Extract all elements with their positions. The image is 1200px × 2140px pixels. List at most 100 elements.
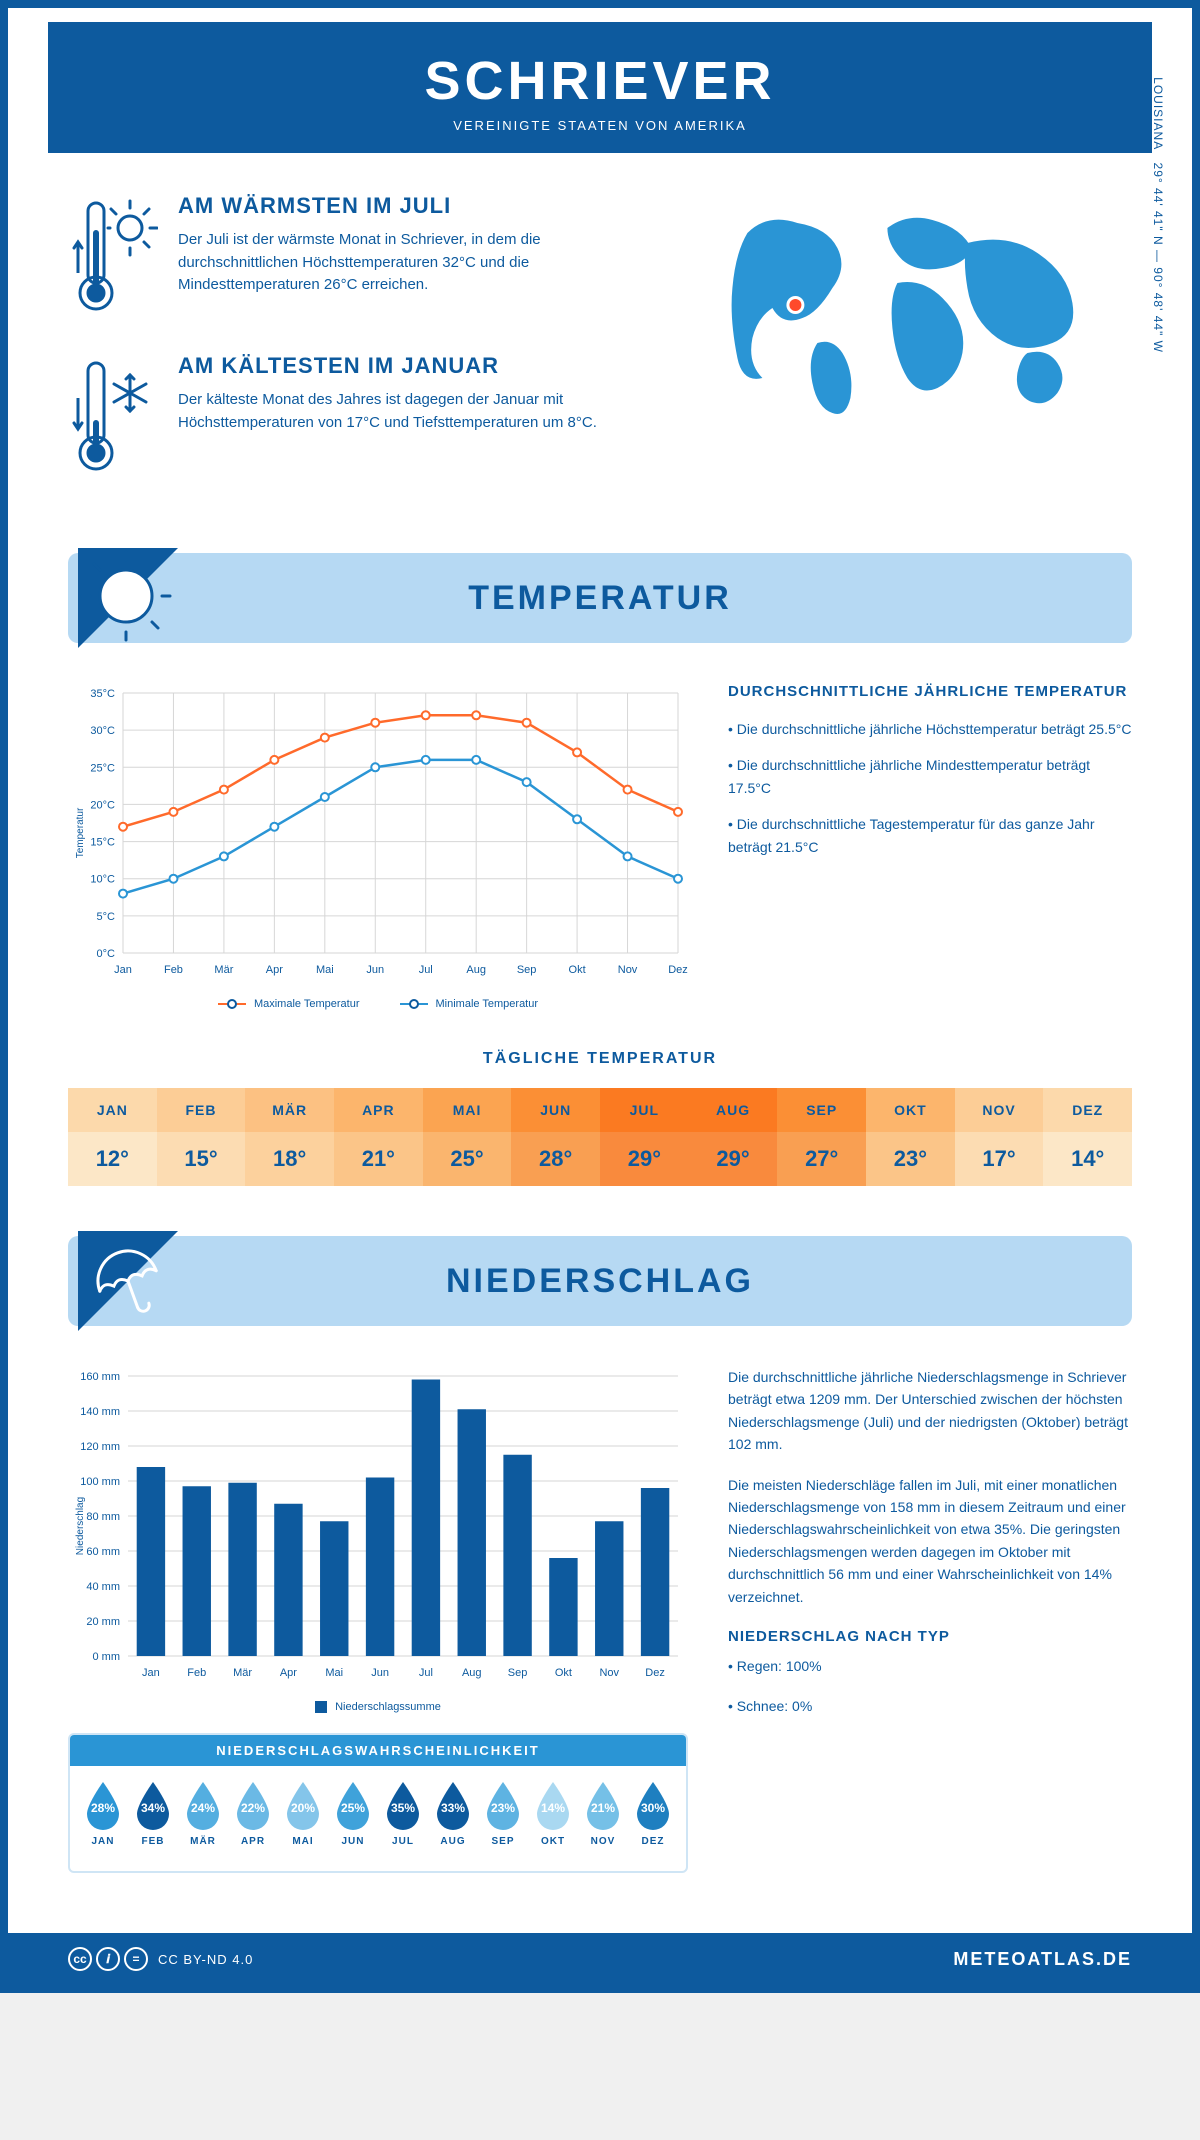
prob-drop: 22%APR xyxy=(228,1780,278,1847)
prob-drop: 20%MAI xyxy=(278,1780,328,1847)
daily-col: JAN12° xyxy=(68,1088,157,1186)
svg-text:Aug: Aug xyxy=(462,1667,482,1679)
svg-text:40 mm: 40 mm xyxy=(86,1581,120,1593)
infographic-page: SCHRIEVER VEREINIGTE STAATEN VON AMERIKA… xyxy=(0,0,1200,1993)
legend-min: Minimale Temperatur xyxy=(400,998,539,1010)
cc-icons: cc𝒊= xyxy=(68,1947,148,1971)
prob-drop: 28%JAN xyxy=(78,1780,128,1847)
svg-text:35°C: 35°C xyxy=(90,688,115,700)
svg-text:0°C: 0°C xyxy=(97,948,116,960)
svg-text:Jun: Jun xyxy=(366,964,384,976)
coordinates: LOUISIANA 29° 44' 41" N — 90° 48' 44" W xyxy=(1151,77,1165,353)
world-map-icon xyxy=(683,193,1132,423)
svg-text:Jul: Jul xyxy=(419,1667,433,1679)
precipitation-info: Die durchschnittliche jährliche Niedersc… xyxy=(728,1366,1132,1873)
daily-col: DEZ14° xyxy=(1043,1088,1132,1186)
prob-drop: 21%NOV xyxy=(578,1780,628,1847)
page-subtitle: VEREINIGTE STAATEN VON AMERIKA xyxy=(48,118,1152,133)
header: SCHRIEVER VEREINIGTE STAATEN VON AMERIKA xyxy=(48,22,1152,153)
svg-text:100 mm: 100 mm xyxy=(80,1476,120,1488)
thermometer-hot-icon xyxy=(68,193,158,323)
coldest-heading: AM KÄLTESTEN IM JANUAR xyxy=(178,353,653,379)
svg-text:Dez: Dez xyxy=(645,1667,665,1679)
svg-text:Mär: Mär xyxy=(214,964,233,976)
svg-text:160 mm: 160 mm xyxy=(80,1371,120,1383)
location-map: LOUISIANA 29° 44' 41" N — 90° 48' 44" W xyxy=(683,193,1132,513)
svg-text:20 mm: 20 mm xyxy=(86,1616,120,1628)
svg-text:80 mm: 80 mm xyxy=(86,1511,120,1523)
prob-drop: 23%SEP xyxy=(478,1780,528,1847)
precipitation-chart: 0 mm 20 mm 40 mm 60 mm 80 mm 100 mm 120 mm 140 … xyxy=(68,1366,688,1713)
precipitation-banner: NIEDERSCHLAG xyxy=(68,1236,1132,1326)
temperature-chart: 0°C 5°C 10°C 15°C 20°C 25°C 30°C 35°C Jan Feb Mär A… xyxy=(68,683,688,1010)
warmest-block: AM WÄRMSTEN IM JULI Der Juli ist der wär… xyxy=(68,193,653,323)
svg-text:Apr: Apr xyxy=(266,964,283,976)
svg-text:Mär: Mär xyxy=(233,1667,252,1679)
daily-col: MAI25° xyxy=(423,1088,512,1186)
svg-text:Feb: Feb xyxy=(187,1667,206,1679)
prob-drop: 35%JUL xyxy=(378,1780,428,1847)
svg-text:Jul: Jul xyxy=(419,964,433,976)
legend-max: Maximale Temperatur xyxy=(218,998,360,1010)
svg-text:Sep: Sep xyxy=(517,964,537,976)
svg-text:Okt: Okt xyxy=(569,964,586,976)
svg-text:0 mm: 0 mm xyxy=(93,1651,121,1663)
daily-col: JUN28° xyxy=(511,1088,600,1186)
svg-text:Feb: Feb xyxy=(164,964,183,976)
prob-drop: 24%MÄR xyxy=(178,1780,228,1847)
svg-text:20°C: 20°C xyxy=(90,799,115,811)
coldest-block: AM KÄLTESTEN IM JANUAR Der kälteste Mona… xyxy=(68,353,653,483)
umbrella-icon xyxy=(78,1231,178,1331)
daily-col: APR21° xyxy=(334,1088,423,1186)
daily-temp-table: JAN12°FEB15°MÄR18°APR21°MAI25°JUN28°JUL2… xyxy=(68,1088,1132,1186)
site-name: METEOATLAS.DE xyxy=(953,1949,1132,1970)
daily-col: OKT23° xyxy=(866,1088,955,1186)
svg-text:5°C: 5°C xyxy=(97,911,116,923)
svg-text:140 mm: 140 mm xyxy=(80,1406,120,1418)
prob-drop: 25%JUN xyxy=(328,1780,378,1847)
prob-drop: 30%DEZ xyxy=(628,1780,678,1847)
svg-text:Temperatur: Temperatur xyxy=(75,807,86,858)
footer: cc𝒊= CC BY-ND 4.0 METEOATLAS.DE xyxy=(8,1933,1192,1985)
svg-text:Jun: Jun xyxy=(371,1667,389,1679)
daily-col: MÄR18° xyxy=(245,1088,334,1186)
svg-text:Jan: Jan xyxy=(114,964,132,976)
prob-drop: 34%FEB xyxy=(128,1780,178,1847)
svg-text:120 mm: 120 mm xyxy=(80,1441,120,1453)
svg-text:Apr: Apr xyxy=(280,1667,297,1679)
page-title: SCHRIEVER xyxy=(48,50,1152,112)
warmest-heading: AM WÄRMSTEN IM JULI xyxy=(178,193,653,219)
sun-icon xyxy=(78,548,178,648)
svg-text:15°C: 15°C xyxy=(90,837,115,849)
svg-text:Aug: Aug xyxy=(466,964,486,976)
svg-text:Mai: Mai xyxy=(325,1667,343,1679)
svg-text:Nov: Nov xyxy=(618,964,638,976)
thermometer-cold-icon xyxy=(68,353,158,483)
temperature-banner: TEMPERATUR xyxy=(68,553,1132,643)
daily-temp-heading: TÄGLICHE TEMPERATUR xyxy=(8,1050,1192,1068)
prob-drop: 14%OKT xyxy=(528,1780,578,1847)
svg-text:Jan: Jan xyxy=(142,1667,160,1679)
license-text: CC BY-ND 4.0 xyxy=(158,1952,253,1967)
svg-text:Sep: Sep xyxy=(508,1667,528,1679)
svg-text:60 mm: 60 mm xyxy=(86,1546,120,1558)
svg-text:25°C: 25°C xyxy=(90,762,115,774)
daily-col: NOV17° xyxy=(955,1088,1044,1186)
svg-text:Niederschlag: Niederschlag xyxy=(75,1497,86,1555)
daily-col: AUG29° xyxy=(689,1088,778,1186)
legend-precip: Niederschlagssumme xyxy=(315,1701,441,1713)
daily-col: JUL29° xyxy=(600,1088,689,1186)
svg-text:Mai: Mai xyxy=(316,964,334,976)
coldest-text: Der kälteste Monat des Jahres ist dagege… xyxy=(178,389,653,434)
svg-text:Nov: Nov xyxy=(599,1667,619,1679)
svg-text:30°C: 30°C xyxy=(90,725,115,737)
daily-col: SEP27° xyxy=(777,1088,866,1186)
svg-text:10°C: 10°C xyxy=(90,874,115,886)
svg-text:Okt: Okt xyxy=(555,1667,572,1679)
temperature-info: DURCHSCHNITTLICHE JÄHRLICHE TEMPERATUR •… xyxy=(728,683,1132,1010)
warmest-text: Der Juli ist der wärmste Monat in Schrie… xyxy=(178,229,653,297)
daily-col: FEB15° xyxy=(157,1088,246,1186)
probability-box: NIEDERSCHLAGSWAHRSCHEINLICHKEIT 28%JAN34… xyxy=(68,1733,688,1873)
prob-drop: 33%AUG xyxy=(428,1780,478,1847)
svg-text:Dez: Dez xyxy=(668,964,688,976)
